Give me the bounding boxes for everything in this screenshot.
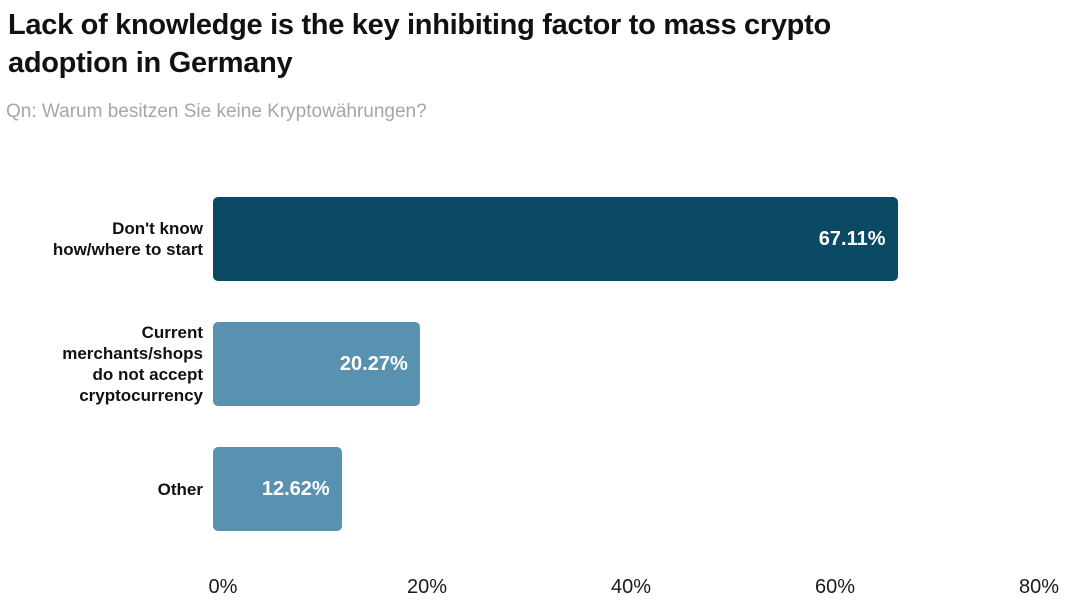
bar-value-label: 12.62%	[261, 477, 330, 500]
category-label: Don't know how/where to start	[52, 219, 203, 259]
x-axis: 0% 20% 40% 60% 80%	[209, 576, 1059, 602]
x-tick-label: 0%	[208, 576, 238, 598]
chart-title: Lack of knowledge is the key inhibiting …	[8, 9, 831, 79]
bar-row: Don't know how/where to start 67.11%	[0, 197, 1070, 281]
bar-row: Current merchants/shops do not accept cr…	[0, 322, 1070, 406]
bar-track: 12.62%	[213, 447, 1029, 531]
bar-track: 20.27%	[213, 322, 1029, 406]
x-tick-label: 60%	[814, 576, 856, 598]
bar-track: 67.11%	[213, 197, 1029, 281]
bar-row: Other 12.62%	[0, 447, 1070, 531]
category-label: Other	[157, 479, 203, 499]
x-tick-label: 40%	[610, 576, 652, 598]
bar: 67.11%	[213, 197, 898, 281]
x-tick-label: 20%	[406, 576, 448, 598]
chart-subtitle: Qn: Warum besitzen Sie keine Kryptowähru…	[6, 101, 427, 122]
x-tick-label: 80%	[1018, 576, 1060, 598]
bar: 20.27%	[213, 322, 420, 406]
bar: 12.62%	[213, 447, 342, 531]
bar-value-label: 67.11%	[818, 227, 886, 250]
category-label: Current merchants/shops do not accept cr…	[62, 323, 203, 405]
bar-value-label: 20.27%	[339, 352, 408, 375]
